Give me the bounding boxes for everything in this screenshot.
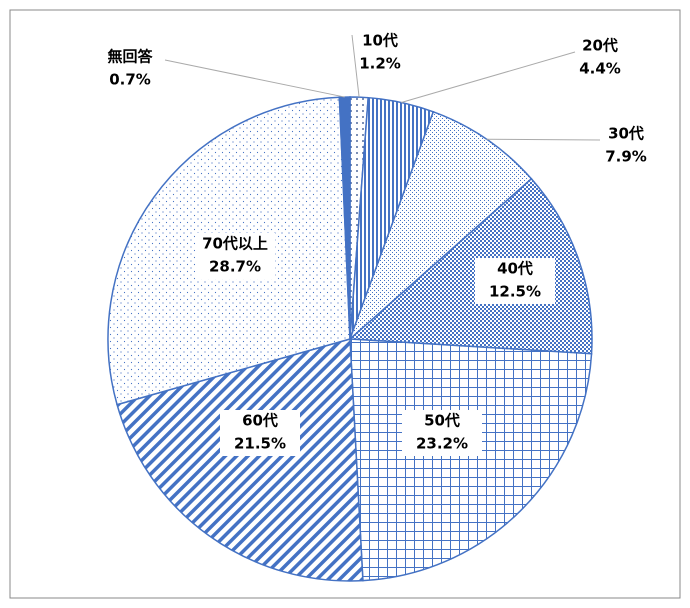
value-label: 21.5% [234, 435, 286, 453]
value-label: 28.7% [209, 258, 261, 276]
value-label: 7.9% [605, 148, 647, 166]
pie-slice [348, 177, 593, 355]
label-bg [475, 258, 555, 304]
category-label: 10代 [362, 32, 398, 50]
value-label: 23.2% [416, 435, 468, 453]
category-label: 20代 [582, 37, 618, 55]
label-bg [195, 233, 275, 279]
category-label: 無回答 [107, 48, 153, 66]
value-label: 12.5% [489, 283, 541, 301]
value-label: 4.4% [579, 60, 621, 78]
leader-line [401, 51, 576, 103]
label-bg [402, 410, 482, 456]
category-label: 50代 [424, 412, 460, 430]
category-label: 40代 [497, 260, 533, 278]
value-label: 0.7% [109, 71, 151, 89]
leader-line [486, 138, 601, 141]
category-label: 60代 [242, 412, 278, 430]
category-label: 70代以上 [202, 235, 268, 253]
leader-line [164, 59, 345, 98]
label-bg [220, 410, 300, 456]
category-label: 30代 [608, 125, 644, 143]
pie-slice [349, 338, 593, 582]
value-label: 1.2% [359, 55, 401, 73]
leader-line [351, 34, 360, 98]
pie-slice [116, 338, 364, 582]
